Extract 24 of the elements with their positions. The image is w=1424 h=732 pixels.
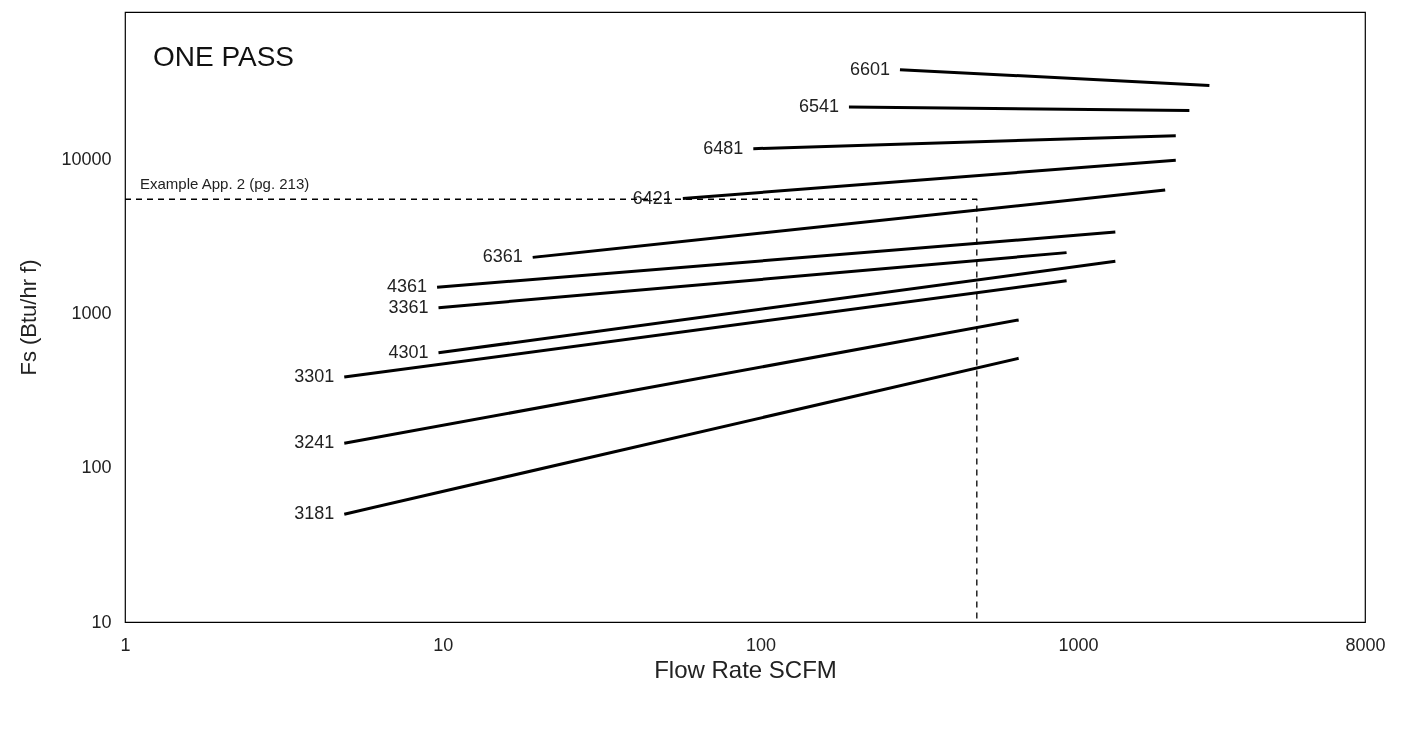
series-label: 6481 [703,137,744,158]
x-tick-label: 10 [433,634,454,655]
x-tick-label: 1 [120,634,131,655]
series-label: 6421 [632,187,673,208]
series-label: 6541 [798,95,839,116]
series-label: 6361 [482,246,523,267]
series-label: 3241 [294,432,335,453]
text: ONE PASS [152,41,295,72]
y-tick-label: 10 [91,611,112,632]
series-label: 3181 [294,503,335,524]
x-tick-label: 100 [745,634,776,655]
x-tick-label: 1000 [1058,634,1099,655]
series-label: 4361 [387,276,428,297]
annotation: Example App. 2 (pg. 213) [140,174,310,192]
series-label: 3361 [388,296,429,317]
series-label: 4301 [388,341,429,362]
y-tick-label: 1000 [71,302,112,323]
y-axis-title: Fs (Btu/hr f) [16,259,42,376]
x-tick-label: 8000 [1345,634,1386,655]
series-label: 3301 [294,366,335,387]
series-label: 6601 [849,58,890,79]
y-tick-label: 100 [81,457,112,478]
x-axis-title: Flow Rate SCFM [654,655,837,683]
y-tick-label: 10000 [61,148,112,169]
